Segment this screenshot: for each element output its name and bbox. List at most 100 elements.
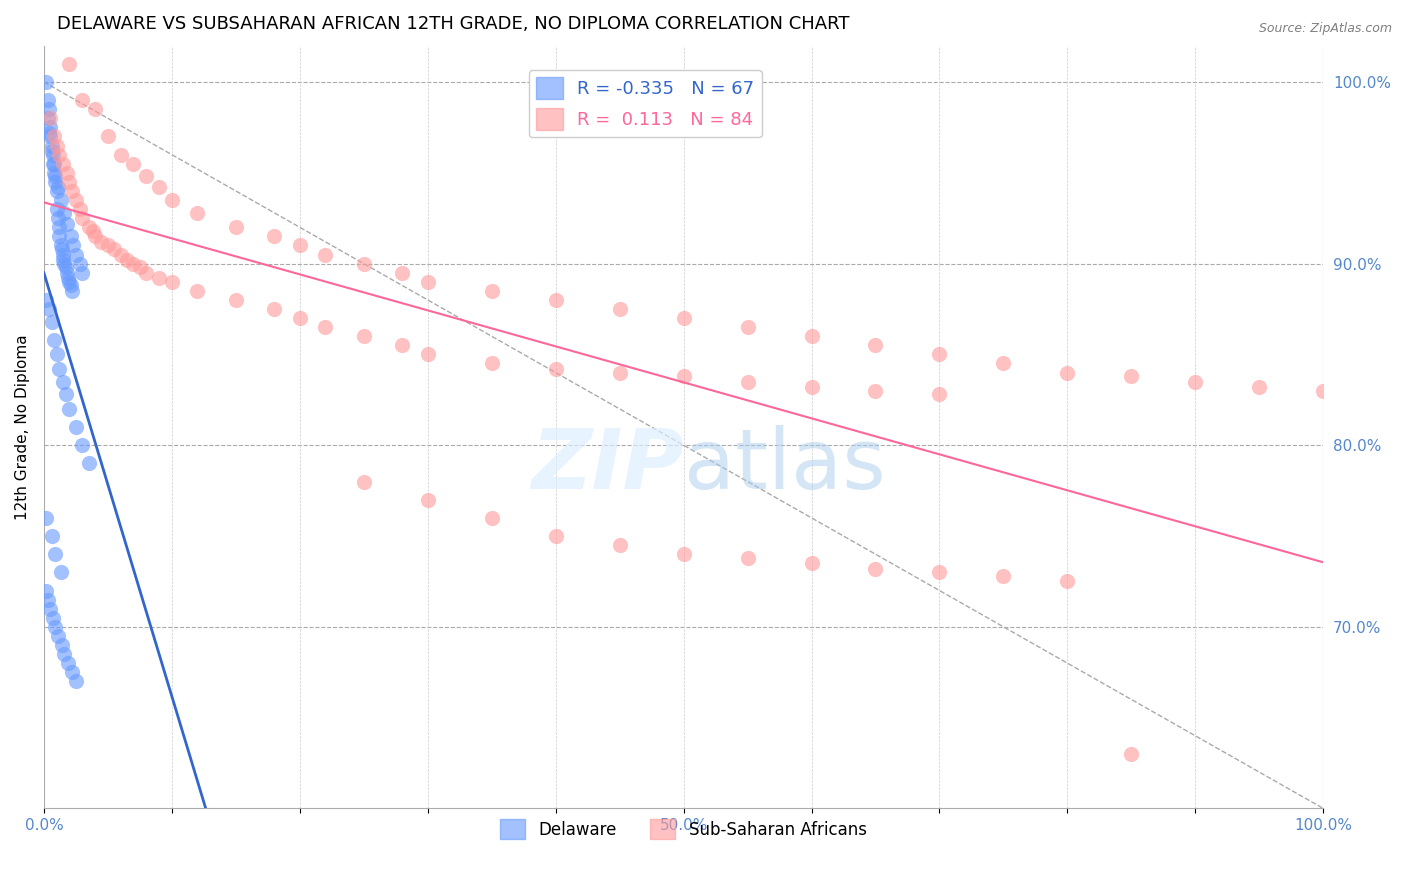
Point: [544, 362, 567, 376]
Point: [58, 275, 80, 289]
Point: [45, 138, 67, 153]
Point: [60, 665, 83, 680]
Point: [609, 301, 631, 316]
Point: [391, 338, 413, 352]
Point: [353, 329, 375, 343]
Point: [45, 184, 67, 198]
Point: [672, 311, 695, 326]
Point: [58, 57, 80, 71]
Point: [52, 247, 75, 261]
Point: [49, 238, 72, 252]
Point: [39, 112, 62, 126]
Point: [37, 112, 59, 126]
Point: [35, 583, 58, 598]
Point: [225, 220, 247, 235]
Point: [62, 238, 84, 252]
Point: [353, 257, 375, 271]
Point: [865, 562, 887, 576]
Point: [48, 229, 70, 244]
Point: [77, 220, 100, 235]
Point: [865, 338, 887, 352]
Point: [672, 369, 695, 384]
Point: [928, 347, 950, 361]
Point: [38, 301, 60, 316]
Point: [77, 456, 100, 470]
Text: ZIP: ZIP: [531, 425, 683, 506]
Point: [46, 211, 69, 226]
Point: [314, 320, 336, 334]
Point: [45, 202, 67, 216]
Point: [993, 357, 1015, 371]
Point: [69, 257, 91, 271]
Point: [122, 157, 145, 171]
Point: [42, 166, 65, 180]
Point: [84, 229, 107, 244]
Point: [58, 175, 80, 189]
Point: [928, 387, 950, 401]
Point: [59, 229, 82, 244]
Point: [42, 157, 65, 171]
Point: [128, 260, 150, 275]
Point: [41, 144, 63, 158]
Point: [97, 238, 120, 252]
Point: [49, 193, 72, 207]
Point: [263, 301, 285, 316]
Point: [353, 475, 375, 489]
Point: [288, 311, 311, 326]
Point: [72, 266, 94, 280]
Point: [53, 206, 76, 220]
Point: [800, 556, 823, 570]
Point: [55, 260, 77, 275]
Point: [263, 229, 285, 244]
Point: [416, 347, 439, 361]
Point: [160, 193, 183, 207]
Point: [42, 129, 65, 144]
Point: [69, 202, 91, 216]
Point: [35, 293, 58, 307]
Point: [72, 93, 94, 107]
Point: [58, 271, 80, 285]
Point: [49, 566, 72, 580]
Point: [42, 333, 65, 347]
Point: [72, 438, 94, 452]
Point: [928, 566, 950, 580]
Point: [110, 247, 132, 261]
Point: [84, 102, 107, 116]
Point: [416, 492, 439, 507]
Point: [45, 347, 67, 361]
Point: [416, 275, 439, 289]
Point: [288, 238, 311, 252]
Point: [72, 211, 94, 226]
Point: [148, 180, 170, 194]
Point: [865, 384, 887, 398]
Point: [38, 102, 60, 116]
Point: [1056, 574, 1078, 589]
Point: [41, 315, 63, 329]
Point: [58, 401, 80, 416]
Point: [148, 271, 170, 285]
Point: [800, 380, 823, 394]
Point: [1121, 747, 1143, 761]
Point: [737, 320, 759, 334]
Point: [39, 601, 62, 615]
Point: [115, 252, 138, 267]
Legend: Delaware, Sub-Saharan Africans: Delaware, Sub-Saharan Africans: [494, 813, 873, 846]
Point: [41, 138, 63, 153]
Point: [314, 247, 336, 261]
Text: DELAWARE VS SUBSAHARAN AFRICAN 12TH GRADE, NO DIPLOMA CORRELATION CHART: DELAWARE VS SUBSAHARAN AFRICAN 12TH GRAD…: [56, 15, 849, 33]
Point: [60, 284, 83, 298]
Point: [48, 362, 70, 376]
Point: [52, 375, 75, 389]
Point: [51, 638, 73, 652]
Point: [46, 629, 69, 643]
Point: [44, 175, 66, 189]
Point: [39, 120, 62, 135]
Point: [391, 266, 413, 280]
Point: [65, 420, 87, 434]
Point: [42, 157, 65, 171]
Point: [37, 592, 59, 607]
Point: [53, 257, 76, 271]
Point: [1056, 366, 1078, 380]
Point: [672, 547, 695, 561]
Point: [110, 147, 132, 161]
